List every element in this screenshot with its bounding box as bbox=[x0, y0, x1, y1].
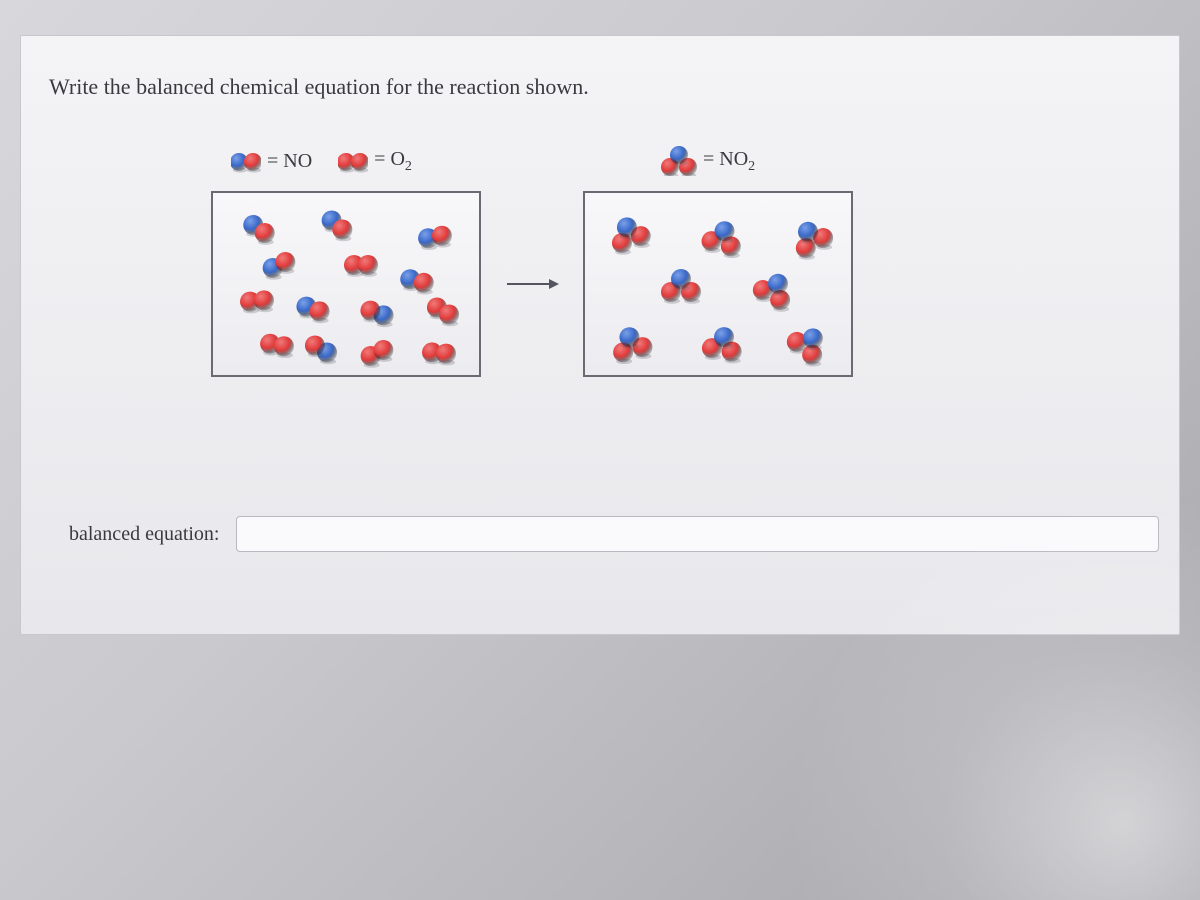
balanced-equation-input[interactable] bbox=[236, 516, 1160, 552]
legend-reactants: = NO = O2 bbox=[231, 148, 412, 175]
products-box bbox=[583, 191, 853, 377]
answer-label: balanced equation: bbox=[69, 523, 220, 546]
reaction-arrow-icon bbox=[505, 274, 559, 294]
legend-no2-label: = NO2 bbox=[703, 148, 755, 175]
reactants-box bbox=[211, 191, 481, 377]
legend-o2-label: = O2 bbox=[374, 148, 412, 175]
legend-no-label: = NO bbox=[267, 150, 312, 173]
molecule-o2-icon bbox=[338, 150, 368, 174]
reactants-diagram bbox=[213, 193, 483, 379]
products-diagram bbox=[585, 193, 855, 379]
question-text: Write the balanced chemical equation for… bbox=[49, 74, 589, 100]
question-panel: Write the balanced chemical equation for… bbox=[20, 35, 1180, 635]
reaction-row bbox=[211, 191, 853, 377]
answer-row: balanced equation: bbox=[69, 516, 1159, 552]
legend-products: = NO2 bbox=[661, 146, 755, 176]
molecule-no2-icon bbox=[661, 146, 697, 176]
molecule-no-icon bbox=[231, 150, 261, 174]
